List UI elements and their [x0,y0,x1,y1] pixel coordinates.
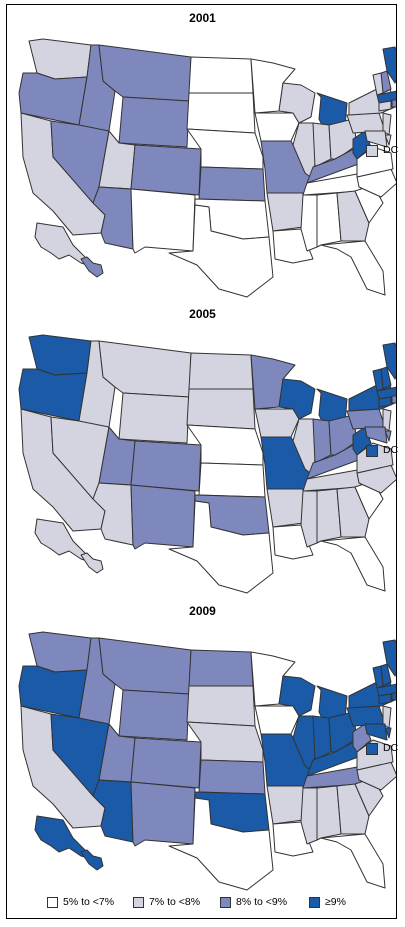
state-tx [168,797,274,891]
state-tx [168,204,274,298]
state-hi [80,849,104,871]
state-nd [188,352,254,390]
state-wy [118,392,190,444]
state-ia [254,112,300,142]
state-de [384,430,392,442]
state-me [382,342,396,380]
state-nm [130,188,196,254]
state-co [130,144,202,196]
state-fl [320,536,386,592]
dc-swatch-2009 [366,743,378,755]
state-hi [80,256,104,278]
legend-label: 8% to <9% [236,896,288,908]
state-ct [378,396,392,408]
state-ar [266,192,304,232]
legend-label: 5% to <7% [63,896,115,908]
state-nm [130,781,196,847]
state-nd [188,56,254,94]
state-md [364,426,388,444]
state-wi [278,378,316,420]
state-me [382,639,396,677]
state-ak [34,222,96,268]
state-ct [378,693,392,705]
legend: 5% to <7% 7% to <8% 8% to <9% ≥9% [7,891,398,913]
state-co [130,440,202,492]
state-vt [372,368,384,392]
state-sd [186,92,256,134]
state-wy [118,689,190,741]
panel-title-2009: 2009 [189,604,216,618]
state-nm [130,484,196,550]
state-sd [186,685,256,727]
state-ia [254,408,300,438]
state-fl [320,833,386,889]
state-ms [300,787,318,845]
state-md [364,723,388,741]
figure-frame: 2001 DC 2005 DC 2009 DC 5% to <7% 7% to … [6,4,399,919]
legend-label: 7% to <8% [149,896,201,908]
state-wy [118,96,190,148]
state-de [384,134,392,146]
us-map-2001 [18,38,396,298]
dc-label-2009: DC [383,742,399,754]
state-fl [320,240,386,296]
state-pa [346,112,386,134]
state-ks [198,759,266,795]
state-in [312,418,332,464]
us-map-2009 [18,631,396,891]
panel-title-2005: 2005 [189,307,216,321]
state-ga [336,783,370,835]
state-ma [376,386,396,400]
state-sd [186,388,256,430]
state-wi [278,82,316,124]
state-vt [372,72,384,96]
dc-label-2005: DC [383,444,399,456]
state-co [130,737,202,789]
state-al [316,488,342,544]
state-ms [300,194,318,252]
state-ia [254,705,300,735]
state-al [316,192,342,248]
state-ri [391,99,396,108]
state-md [364,130,388,148]
dc-swatch-2005 [366,445,378,457]
state-ar [266,785,304,825]
state-ct [378,100,392,112]
dc-label-2001: DC [383,144,399,156]
state-ga [336,486,370,538]
legend-label: ≥9% [325,896,346,908]
state-tx [168,500,274,594]
state-pa [346,408,386,430]
dc-swatch-2001 [366,145,378,157]
state-ak [34,815,96,861]
state-me [382,46,396,84]
legend-swatch [133,897,144,908]
state-pa [346,705,386,727]
state-ri [391,395,396,404]
state-ga [336,190,370,242]
state-nd [188,649,254,687]
state-ks [198,166,266,202]
legend-swatch [309,897,320,908]
state-ms [300,490,318,548]
state-wi [278,675,316,717]
state-ar [266,488,304,528]
state-ks [198,462,266,498]
panel-title-2001: 2001 [189,11,216,25]
state-vt [372,665,384,689]
state-hi [80,552,104,574]
state-ma [376,90,396,104]
state-in [312,715,332,761]
legend-swatch [47,897,58,908]
us-map-2005 [18,334,396,594]
state-ak [34,518,96,564]
state-ri [391,692,396,701]
legend-swatch [220,897,231,908]
state-in [312,122,332,168]
state-al [316,785,342,841]
state-ma [376,683,396,697]
state-de [384,727,392,739]
